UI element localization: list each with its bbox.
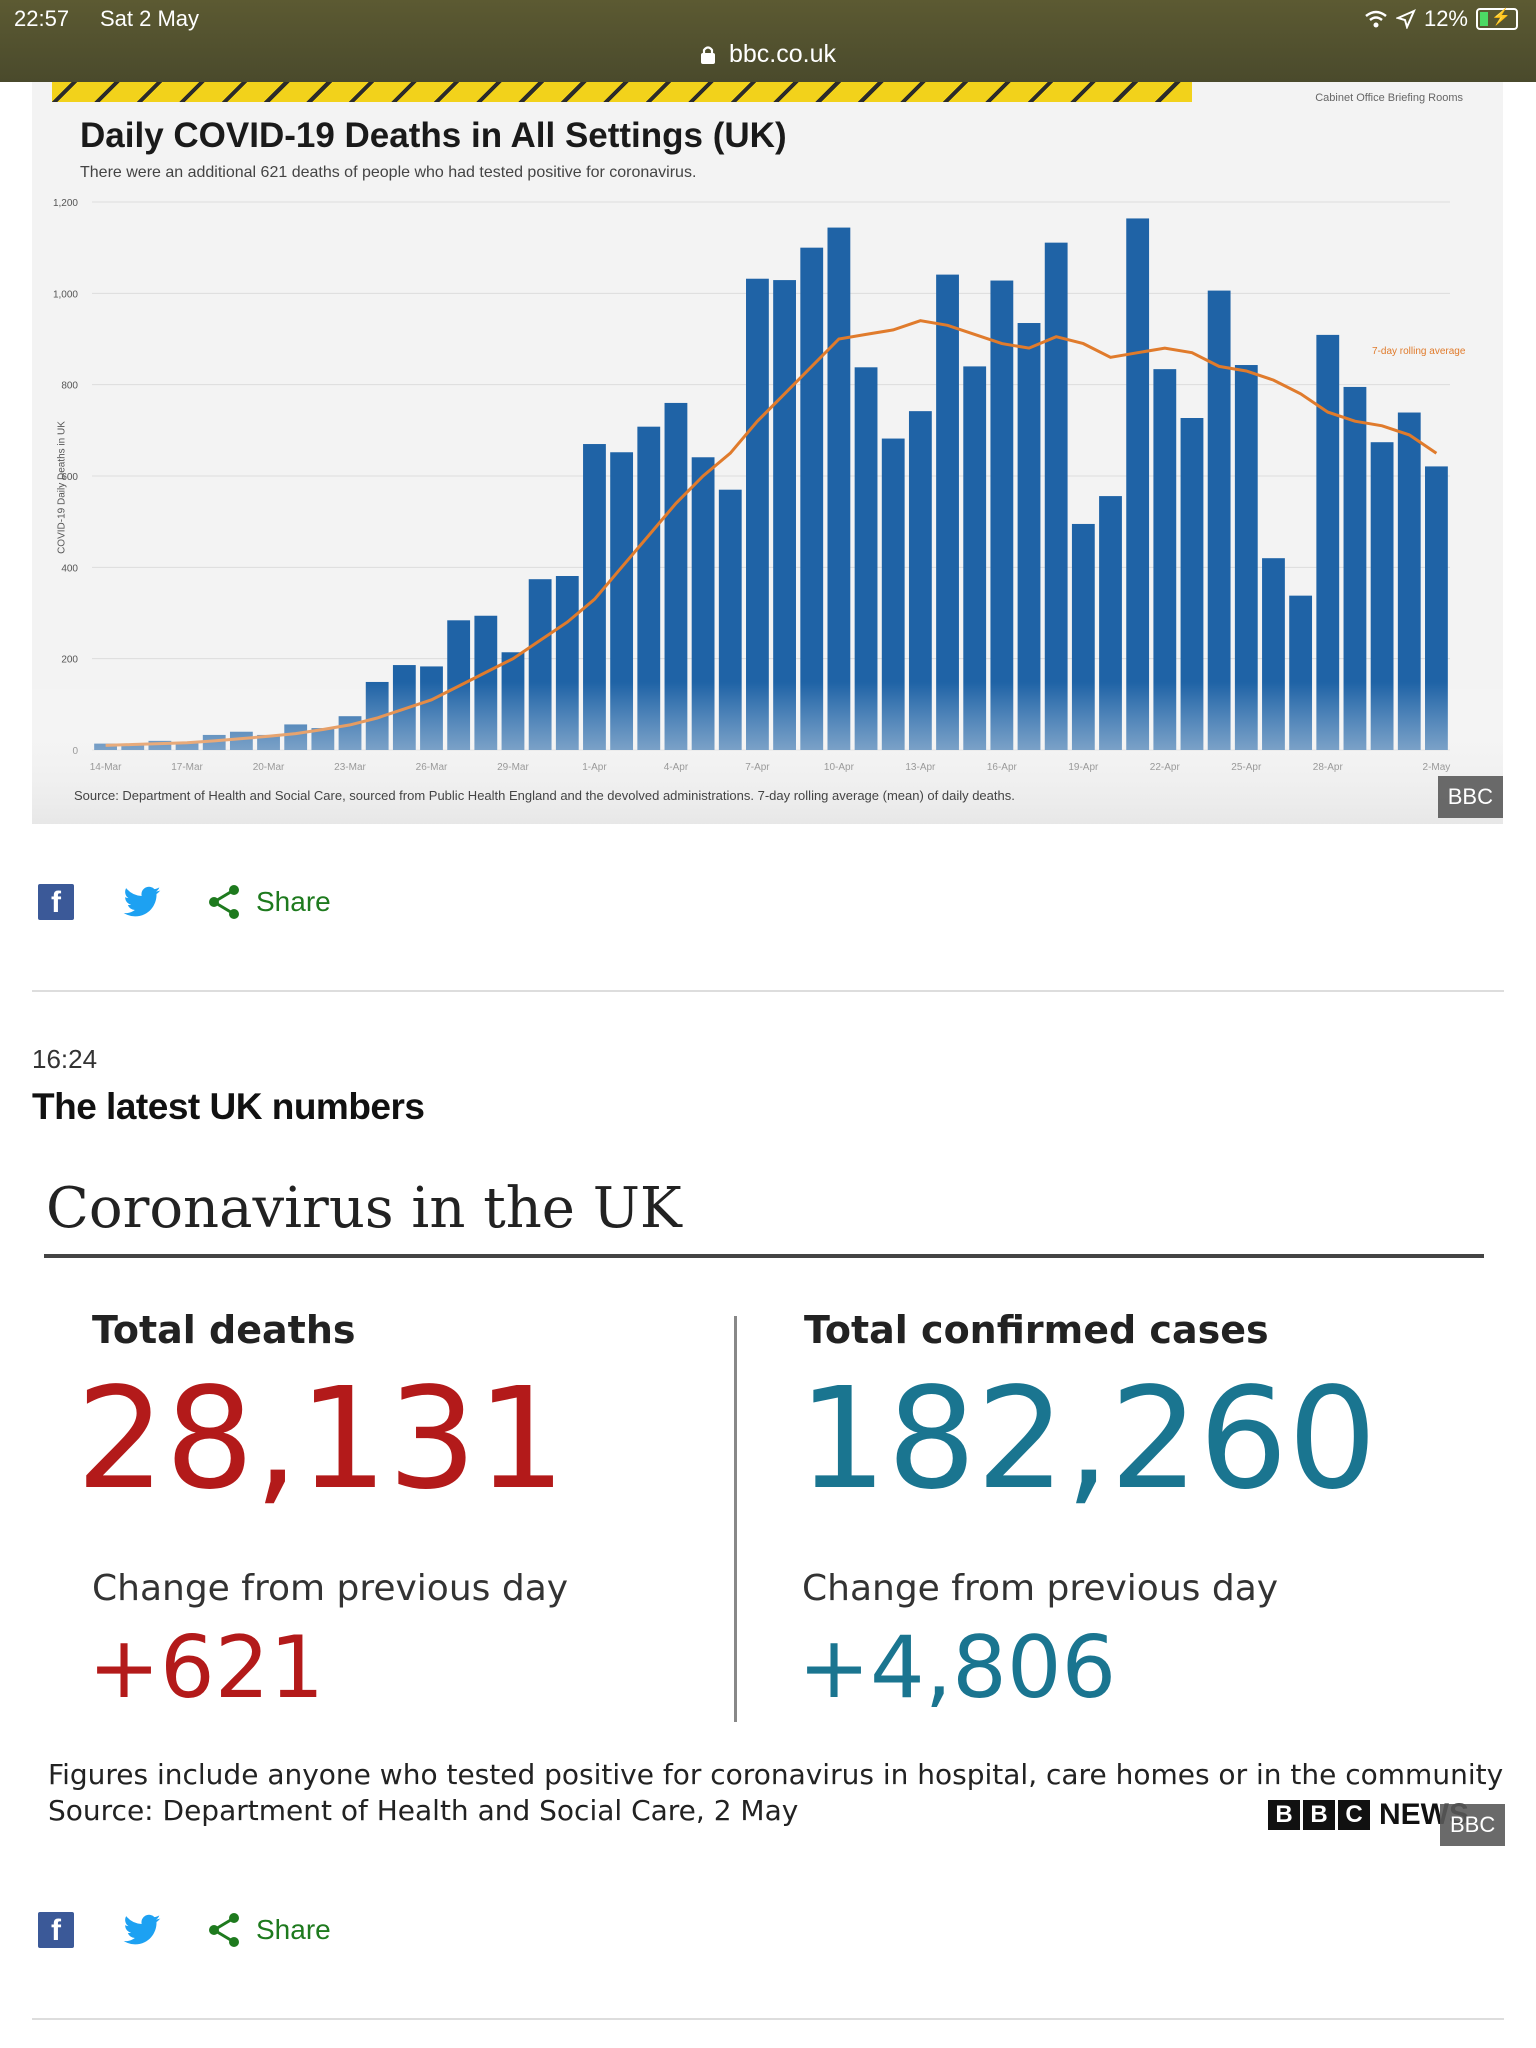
bar [664, 402, 688, 750]
graphic-heading: Coronavirus in the UK [46, 1176, 682, 1241]
y-tick-label: 600 [61, 472, 78, 483]
bar [1234, 365, 1258, 750]
bar [854, 367, 878, 750]
chart-source: Source: Department of Health and Social … [74, 788, 1015, 803]
status-right: 12% ⚡ [1364, 6, 1518, 32]
bbc-news-logo: B B C NEWS [1268, 1798, 1469, 1832]
total-deaths-label: Total deaths [92, 1308, 356, 1352]
bar [1425, 466, 1448, 750]
cases-change-value: +4,806 [798, 1618, 1117, 1718]
bottom-fade [32, 682, 1503, 824]
chart-title: Daily COVID-19 Deaths in All Settings (U… [80, 116, 787, 155]
share-label: Share [256, 1914, 331, 1945]
image-badge: BBC [1440, 1804, 1506, 1846]
post-title: The latest UK numbers [32, 1086, 425, 1127]
y-tick-label: 1,000 [53, 289, 78, 300]
y-tick-label: 400 [61, 563, 78, 574]
bar [610, 452, 634, 750]
bar [1017, 323, 1041, 750]
bar [1180, 418, 1204, 750]
cabinet-label: Cabinet Office Briefing Rooms [1315, 92, 1463, 104]
bar [1044, 242, 1068, 751]
bar [1370, 442, 1394, 750]
bar [908, 411, 932, 750]
bar [990, 280, 1014, 750]
bar [963, 366, 987, 750]
wifi-icon [1365, 10, 1387, 28]
bar [827, 227, 851, 750]
bar [1397, 412, 1421, 750]
status-time: 22:57 [14, 6, 70, 31]
bar [773, 280, 796, 750]
lock-icon [701, 46, 716, 65]
total-deaths-value: 28,131 [76, 1358, 566, 1521]
share-icon [209, 1913, 239, 1947]
legend-label: 7-day rolling average [1372, 346, 1466, 357]
twitter-icon[interactable] [122, 882, 162, 922]
location-icon [1395, 9, 1416, 29]
bar [1207, 290, 1231, 750]
share-button[interactable]: Share [206, 883, 331, 921]
brand-block: C [1338, 1800, 1370, 1830]
share-row: f Share [38, 880, 331, 924]
bar [800, 247, 824, 750]
url-bar[interactable]: bbc.co.uk [0, 40, 1536, 69]
total-cases-label: Total confirmed cases [804, 1308, 1269, 1352]
y-tick-label: 1,200 [53, 198, 78, 209]
share-label: Share [256, 886, 331, 917]
bar [1153, 369, 1177, 750]
battery-percent: 12% [1423, 6, 1468, 31]
brand-block: B [1303, 1800, 1335, 1830]
brand-block: B [1268, 1800, 1300, 1830]
bar [637, 426, 661, 750]
graphic-separator [734, 1316, 737, 1722]
share-icon [209, 885, 239, 919]
chart-subtitle: There were an additional 621 deaths of p… [80, 164, 697, 181]
bar [936, 274, 959, 750]
bar [1343, 386, 1367, 750]
deaths-chart-image: Cabinet Office Briefing Rooms Daily COVI… [32, 82, 1503, 824]
divider [32, 990, 1504, 992]
facebook-icon[interactable]: f [38, 884, 74, 920]
deaths-change-value: +621 [88, 1618, 325, 1718]
bar [691, 457, 715, 750]
share-row: f Share [38, 1908, 331, 1952]
bar [1316, 334, 1340, 750]
warning-stripe [52, 82, 1192, 102]
bar [881, 438, 905, 750]
cases-change-label: Change from previous day [802, 1568, 1279, 1609]
total-cases-value: 182,260 [798, 1358, 1377, 1521]
divider [32, 2018, 1504, 2020]
share-button[interactable]: Share [206, 1911, 331, 1949]
bar [583, 444, 606, 750]
bar [746, 278, 769, 750]
bar [1126, 218, 1150, 750]
status-date: Sat 2 May [100, 6, 200, 31]
status-bar: 22:57 Sat 2 May 12% ⚡ bbc.co.uk [0, 0, 1536, 82]
image-badge: BBC [1437, 776, 1503, 818]
graphic-rule [44, 1254, 1484, 1258]
deaths-change-label: Change from previous day [92, 1568, 569, 1609]
graphic-footnote: Figures include anyone who tested positi… [48, 1758, 1504, 1791]
battery-icon: ⚡ [1476, 8, 1518, 30]
graphic-source: Source: Department of Health and Social … [48, 1794, 799, 1827]
post-time: 16:24 [32, 1044, 98, 1074]
url-text: bbc.co.uk [728, 40, 836, 68]
y-tick-label: 200 [61, 655, 78, 666]
facebook-icon[interactable]: f [38, 1912, 74, 1948]
twitter-icon[interactable] [122, 1910, 162, 1950]
y-tick-label: 800 [61, 381, 78, 392]
uk-numbers-graphic: Coronavirus in the UK Total deaths 28,13… [32, 1158, 1506, 1858]
